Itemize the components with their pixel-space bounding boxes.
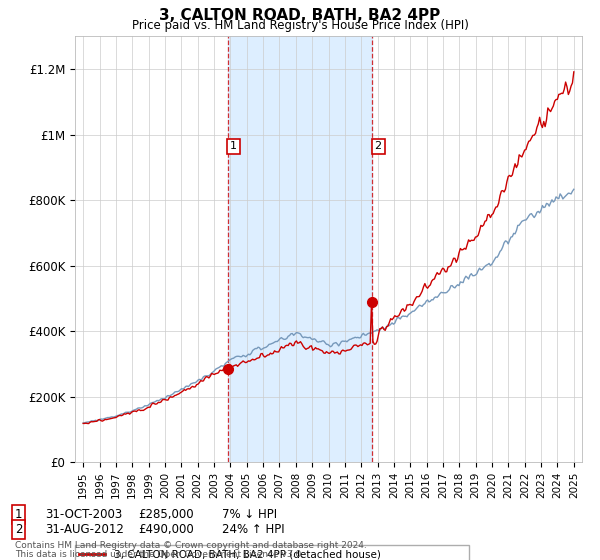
- Text: £285,000: £285,000: [138, 507, 194, 521]
- Text: 1: 1: [15, 507, 23, 521]
- Text: 1: 1: [230, 141, 237, 151]
- Text: 31-OCT-2003: 31-OCT-2003: [45, 507, 122, 521]
- Legend: 3, CALTON ROAD, BATH, BA2 4PP (detached house), HPI: Average price, detached hou: 3, CALTON ROAD, BATH, BA2 4PP (detached …: [75, 545, 469, 560]
- Text: 3, CALTON ROAD, BATH, BA2 4PP: 3, CALTON ROAD, BATH, BA2 4PP: [160, 8, 440, 23]
- Text: 31-AUG-2012: 31-AUG-2012: [45, 522, 124, 536]
- Text: 2: 2: [374, 141, 382, 151]
- Text: 2: 2: [15, 522, 23, 536]
- Text: This data is licensed under the Open Government Licence v3.0.: This data is licensed under the Open Gov…: [15, 550, 304, 559]
- Text: Price paid vs. HM Land Registry's House Price Index (HPI): Price paid vs. HM Land Registry's House …: [131, 19, 469, 32]
- Text: £490,000: £490,000: [138, 522, 194, 536]
- Text: 7% ↓ HPI: 7% ↓ HPI: [222, 507, 277, 521]
- Text: Contains HM Land Registry data © Crown copyright and database right 2024.: Contains HM Land Registry data © Crown c…: [15, 541, 367, 550]
- Bar: [227, 36, 372, 462]
- Text: 24% ↑ HPI: 24% ↑ HPI: [222, 522, 284, 536]
